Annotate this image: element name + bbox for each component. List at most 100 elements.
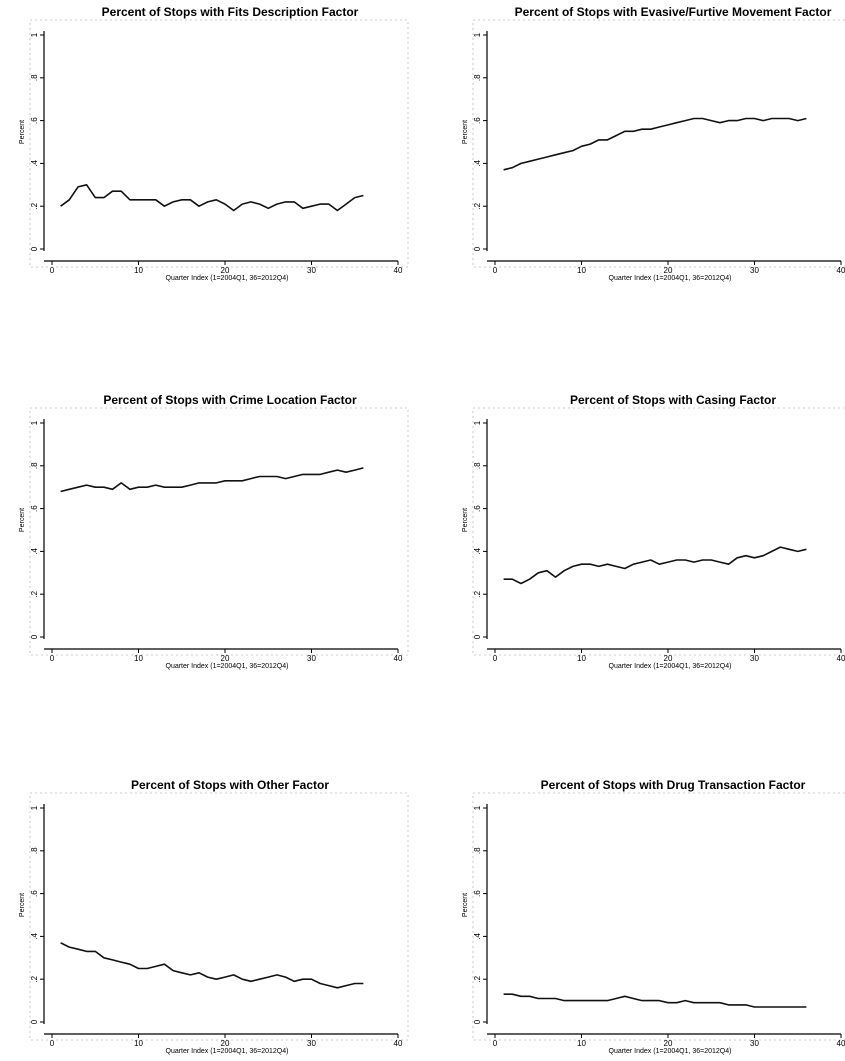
chart-panel: Percent of Stops with Other Factor 0 .2 .4.… [19,778,409,1055]
chart-panel: Percent of Stops with Evasive/Furtive Mo… [462,5,845,282]
x-tick-label: 20 [664,654,673,663]
y-tick-label: .4 [30,160,39,167]
y-tick-label: .8 [30,74,39,81]
x-tick-label: 20 [221,654,230,663]
x-tick-label: 40 [837,1039,845,1048]
panel-frame [29,792,409,1041]
y-tick-label: .8 [30,462,39,469]
series-line [503,546,807,585]
x-tick-label: 40 [394,1039,403,1048]
chart-panel: Percent of Stops with Drug Transaction F… [462,778,845,1055]
y-tick-label: 0 [473,246,482,251]
y-axis-label: Percent [462,508,469,532]
chart-title: Percent of Stops with Crime Location Fac… [103,393,357,407]
y-axis-label: Percent [19,508,26,532]
y-tick-label: 0 [30,246,39,251]
x-axis-label: Quarter Index (1=2004Q1, 36=2012Q4) [166,275,289,282]
x-tick-label: 30 [750,1039,759,1048]
y-tick-label: .6 [473,117,482,124]
y-tick-label: .8 [473,74,482,81]
chart-title: Percent of Stops with Fits Description F… [102,5,359,19]
x-tick-label: 30 [307,654,316,663]
y-tick-label: 1 [473,805,482,810]
y-tick-label: .2 [30,590,39,597]
x-tick-label: 30 [307,1039,316,1048]
x-axis-label: Quarter Index (1=2004Q1, 36=2012Q4) [609,275,732,282]
x-tick-label: 10 [577,1039,586,1048]
x-tick-label: 20 [221,1039,230,1048]
y-tick-label: .2 [473,202,482,209]
y-tick-label: 1 [30,420,39,425]
x-tick-label: 40 [394,654,403,663]
series-line [503,993,807,1008]
y-tick-label: .4 [30,548,39,555]
x-tick-label: 40 [394,266,403,275]
panel-frame [472,19,845,268]
panel-frame [472,792,845,1041]
panel-frame [29,407,409,656]
chart-title: Percent of Stops with Other Factor [131,778,329,792]
chart-panel: Percent of Stops with Fits Description F… [19,5,409,282]
y-tick-label: .6 [473,505,482,512]
x-tick-label: 10 [134,654,143,663]
y-tick-label: .6 [30,117,39,124]
y-tick-label: .2 [30,975,39,982]
y-tick-label: .6 [30,890,39,897]
x-tick-label: 20 [221,266,230,275]
y-tick-label: .8 [30,847,39,854]
series-line [60,942,364,989]
x-tick-label: 10 [134,1039,143,1048]
x-tick-label: 0 [50,654,55,663]
x-tick-label: 30 [307,266,316,275]
x-tick-label: 40 [837,654,845,663]
chart-title: Percent of Stops with Drug Transaction F… [541,778,806,792]
chart-title: Percent of Stops with Casing Factor [570,393,776,407]
y-tick-label: .8 [473,462,482,469]
y-tick-label: .8 [473,847,482,854]
x-tick-label: 40 [837,266,845,275]
panel-frame [472,407,845,656]
y-tick-label: 1 [30,805,39,810]
y-tick-label: .4 [473,548,482,555]
y-tick-label: 0 [30,1019,39,1024]
x-tick-label: 10 [577,266,586,275]
y-tick-label: .4 [473,933,482,940]
x-axis-label: Quarter Index (1=2004Q1, 36=2012Q4) [609,1048,732,1055]
x-tick-label: 20 [664,1039,673,1048]
y-tick-label: 1 [473,32,482,37]
chart-panel: Percent of Stops with Crime Location Fac… [19,393,409,670]
y-axis-label: Percent [462,120,469,144]
series-line [503,117,807,171]
x-tick-label: 10 [577,654,586,663]
x-tick-label: 30 [750,654,759,663]
y-tick-label: .6 [30,505,39,512]
x-axis-label: Quarter Index (1=2004Q1, 36=2012Q4) [166,1048,289,1055]
y-axis-label: Percent [19,120,26,144]
x-tick-label: 20 [664,266,673,275]
y-tick-label: 0 [473,1019,482,1024]
x-axis-label: Quarter Index (1=2004Q1, 36=2012Q4) [609,663,732,670]
x-tick-label: 10 [134,266,143,275]
x-tick-label: 0 [493,654,498,663]
series-line [60,184,364,212]
y-tick-label: .2 [473,590,482,597]
series-line [60,467,364,493]
y-tick-label: .4 [30,933,39,940]
chart-panel: Percent of Stops with Casing Factor 0 .2 .4… [462,393,845,670]
y-tick-label: .4 [473,160,482,167]
y-axis-label: Percent [462,893,469,917]
y-tick-label: 0 [473,634,482,639]
x-tick-label: 30 [750,266,759,275]
panel-frame [29,19,409,268]
y-axis-label: Percent [19,893,26,917]
y-tick-label: 0 [30,634,39,639]
x-tick-label: 0 [50,1039,55,1048]
x-tick-label: 0 [493,1039,498,1048]
chart-title: Percent of Stops with Evasive/Furtive Mo… [515,5,832,19]
y-tick-label: .2 [473,975,482,982]
y-tick-label: .2 [30,202,39,209]
x-tick-label: 0 [493,266,498,275]
y-tick-label: 1 [473,420,482,425]
y-tick-label: 1 [30,32,39,37]
